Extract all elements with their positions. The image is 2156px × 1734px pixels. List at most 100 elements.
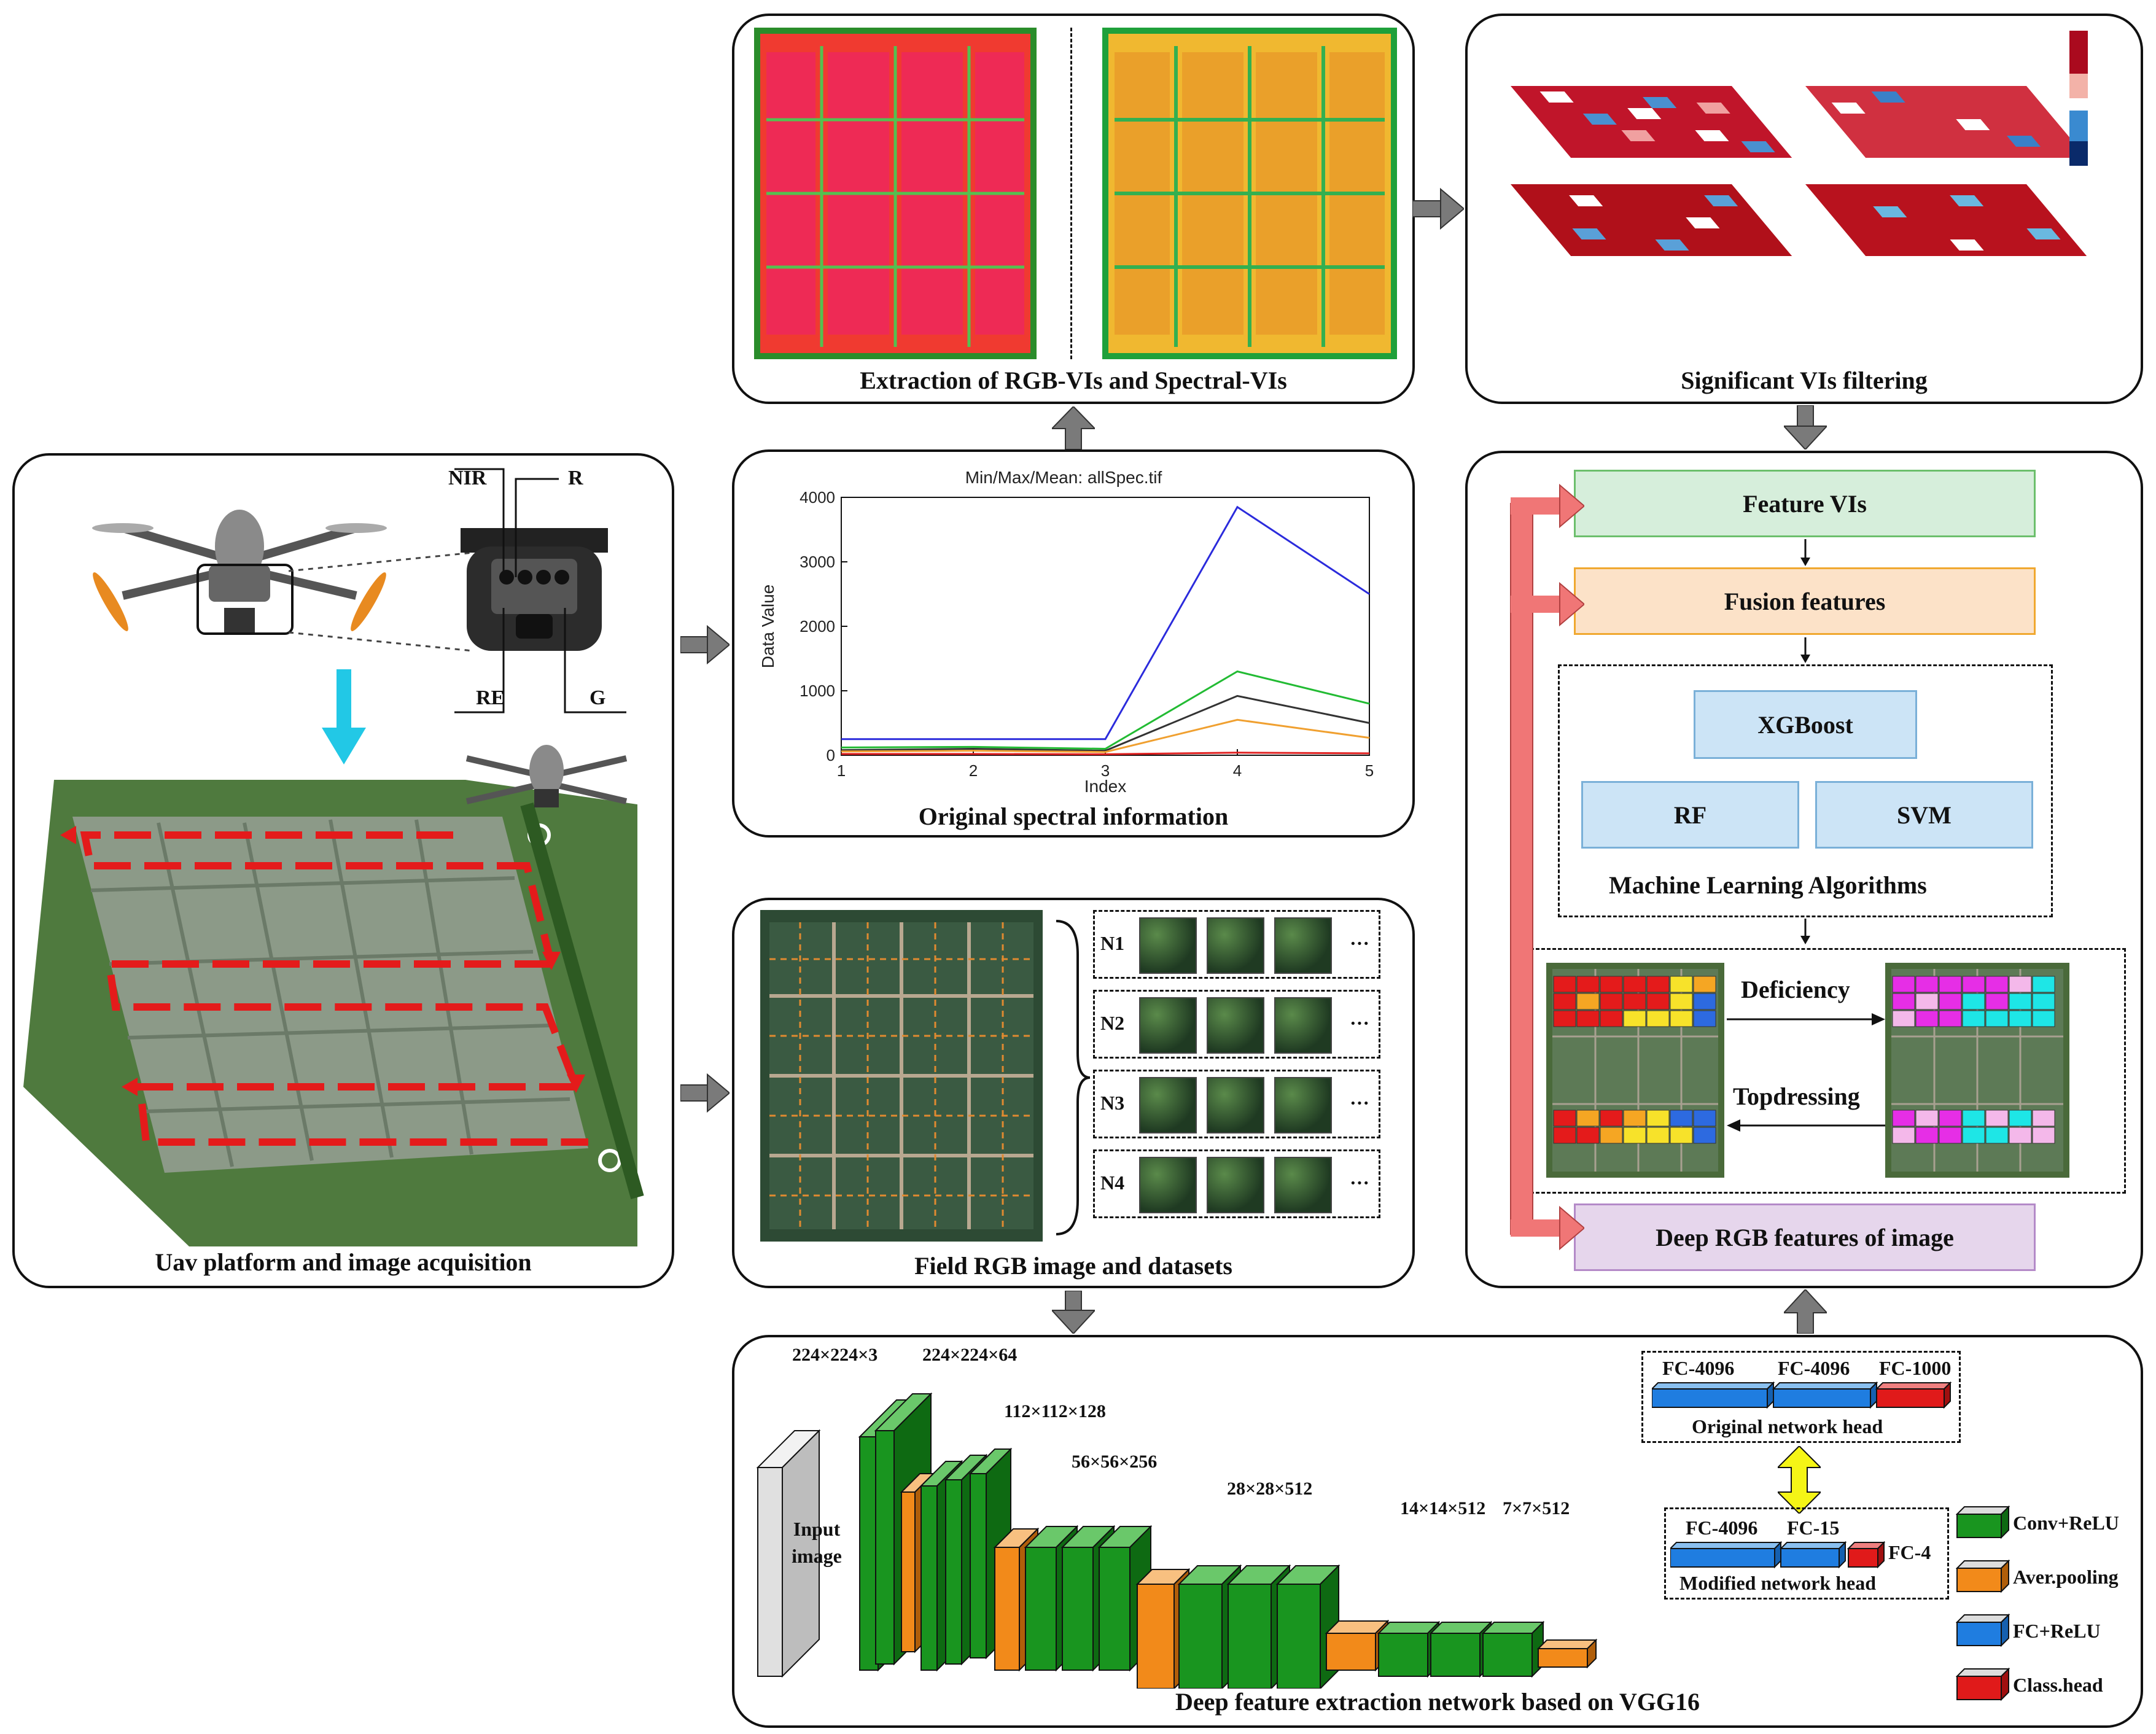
arrow-uav-to-spectral	[680, 624, 730, 665]
prediction-cell	[1600, 993, 1623, 1010]
prediction-cell	[1985, 976, 2009, 993]
x-tick-label: 5	[1365, 761, 1374, 780]
prediction-cell	[1600, 1127, 1623, 1144]
dataset-tile	[1274, 1077, 1332, 1133]
prediction-cell	[1576, 1110, 1600, 1127]
vgg-dim-label: 14×14×512	[1400, 1498, 1486, 1518]
prediction-cell	[1693, 1127, 1716, 1144]
dataset-ellipsis: ···	[1350, 1092, 1370, 1114]
dataset-ellipsis: ···	[1350, 932, 1370, 954]
rgb-vi-map	[754, 28, 1037, 359]
dataset-row-label: N1	[1100, 932, 1125, 954]
modified-head-label-3: FC-4	[1888, 1541, 1931, 1563]
dataset-tile	[1207, 1157, 1264, 1213]
spectral-line-chart: Data Value Index 1 2 3 4 5 0 1000 2000 3000 4000	[758, 488, 1374, 796]
prediction-cell	[1962, 993, 1985, 1010]
prediction-map-left	[1546, 963, 1724, 1178]
prediction-cell	[1623, 976, 1646, 993]
dataset-row-label: N3	[1100, 1092, 1125, 1114]
original-head-label-1: FC-4096	[1662, 1357, 1735, 1379]
vgg-dim-label: 112×112×128	[1004, 1401, 1106, 1421]
prediction-cell	[1962, 1010, 1985, 1027]
prediction-cell	[1939, 1127, 1962, 1144]
prediction-cell	[1915, 1010, 1939, 1027]
y-tick-label: 4000	[800, 488, 835, 507]
prediction-cell	[1670, 976, 1693, 993]
x-tick-label: 4	[1233, 761, 1242, 780]
prediction-cell	[1939, 993, 1962, 1010]
multispectral-camera-icon	[461, 528, 608, 651]
prediction-cell	[1985, 993, 2009, 1010]
vgg-panel-title: Deep feature extraction network based on…	[1175, 1688, 1700, 1716]
legend-label: FC+ReLU	[2013, 1620, 2101, 1642]
swap-arrow-yellow	[1778, 1446, 1821, 1514]
prediction-cell	[1600, 1110, 1623, 1127]
modified-head-label-2: FC-15	[1787, 1517, 1840, 1539]
prediction-cell	[1646, 1010, 1670, 1027]
topdressing-arrow	[1727, 1119, 1885, 1132]
prediction-cell	[1693, 993, 1716, 1010]
dataset-tile	[1274, 997, 1332, 1054]
dataset-tile	[1207, 1077, 1264, 1133]
prediction-cell	[1646, 1127, 1670, 1144]
y-tick-label: 3000	[800, 553, 835, 571]
legend-swatch	[1956, 1559, 2010, 1593]
dataset-brace	[1056, 920, 1090, 1235]
dataset-row-label: N4	[1100, 1172, 1125, 1194]
deep-rgb-features-box: Deep RGB features of image	[1574, 1203, 2036, 1271]
prediction-cell	[1576, 976, 1600, 993]
conv-block	[1377, 1620, 1441, 1678]
prediction-cell	[1646, 1110, 1670, 1127]
field-panel-title: Field RGB image and datasets	[914, 1252, 1232, 1280]
band-lines	[454, 468, 626, 713]
conv-block	[1275, 1564, 1341, 1689]
series-line-green	[841, 670, 1370, 750]
series-line-red	[841, 752, 1370, 755]
prediction-cell	[1962, 1127, 1985, 1144]
prediction-cell	[1892, 993, 1915, 1010]
vgg-dim-label: 224×224×64	[922, 1345, 1018, 1365]
arrow-vgg-to-ml	[1784, 1289, 1827, 1334]
legend-swatch	[1956, 1667, 2010, 1701]
band-g-label: G	[590, 686, 606, 709]
prediction-cell	[1939, 976, 1962, 993]
prediction-cell	[2032, 1010, 2055, 1027]
chart-ylabel: Data Value	[758, 585, 777, 668]
ml-algorithms-box	[1558, 664, 2053, 917]
prediction-cell	[1939, 1010, 1962, 1027]
arrow-extraction-to-significant	[1412, 187, 1464, 230]
dataset-tile	[1207, 997, 1264, 1054]
prediction-cell	[1623, 1110, 1646, 1127]
modified-head-blocks	[1670, 1541, 1886, 1569]
prediction-cell	[1646, 976, 1670, 993]
dataset-tile	[1207, 917, 1264, 974]
dataset-row-n4	[1093, 1149, 1380, 1218]
prediction-cell	[1553, 993, 1576, 1010]
prediction-cell	[1623, 1010, 1646, 1027]
prediction-cell	[1600, 1010, 1623, 1027]
x-tick-label: 2	[969, 761, 978, 780]
vgg-blocks	[756, 1392, 1598, 1689]
prediction-cell	[1670, 1110, 1693, 1127]
legend-label: Conv+ReLU	[2013, 1512, 2119, 1534]
prediction-cell	[1623, 993, 1646, 1010]
prediction-cell	[1892, 1127, 1915, 1144]
drone-small-icon	[465, 745, 628, 807]
feature-vis-box: Feature VIs	[1574, 470, 2036, 537]
modified-head-caption: Modified network head	[1679, 1572, 1876, 1594]
prediction-cell	[1576, 993, 1600, 1010]
dataset-tile	[1139, 1077, 1197, 1133]
y-tick-label: 1000	[800, 682, 835, 700]
prediction-cell	[2009, 1110, 2032, 1127]
prediction-cell	[1576, 1127, 1600, 1144]
prediction-cell	[2032, 1110, 2055, 1127]
prediction-cell	[1553, 976, 1576, 993]
prediction-cell	[1985, 1127, 2009, 1144]
dataset-row-n1	[1093, 910, 1380, 979]
y-tick-label: 0	[827, 746, 835, 764]
topdressing-label: Topdressing	[1733, 1083, 1860, 1110]
band-r-label: R	[568, 467, 583, 489]
prediction-cell	[1915, 1110, 1939, 1127]
camera-highlight-box	[197, 564, 294, 635]
x-tick-label: 3	[1101, 761, 1110, 780]
